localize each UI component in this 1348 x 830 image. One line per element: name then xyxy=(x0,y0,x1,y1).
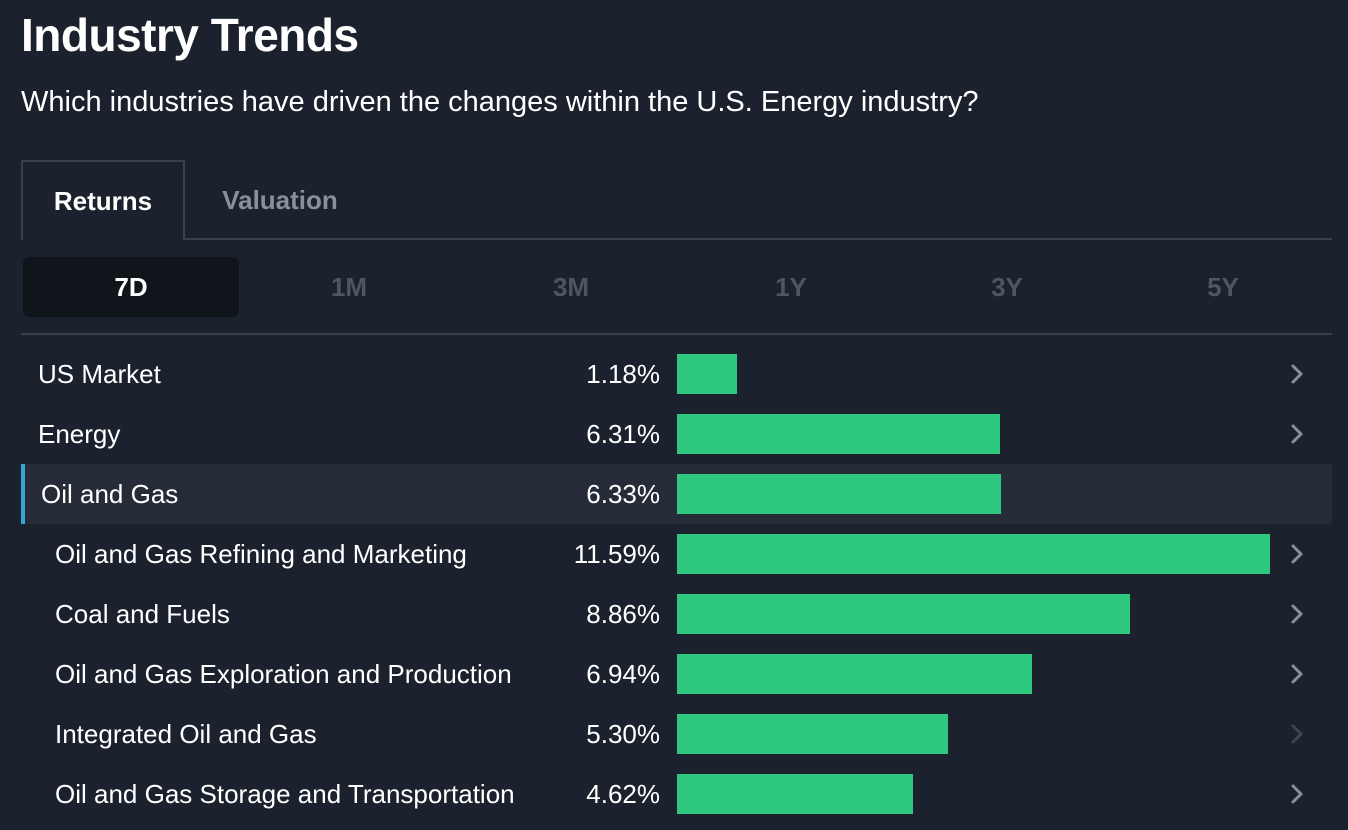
industry-row-label: Oil and Gas Storage and Transportation xyxy=(55,778,515,809)
industry-row-label: Energy xyxy=(38,418,121,449)
chevron-right-icon xyxy=(1287,704,1307,764)
industry-row-return: 4.62% xyxy=(586,778,660,809)
industry-row[interactable]: Energy 6.31% xyxy=(21,404,1332,464)
period-selector: 7D 1M 3M 1Y 3Y 5Y xyxy=(21,255,1332,335)
industry-row-label: Integrated Oil and Gas xyxy=(55,718,317,749)
return-bar xyxy=(677,594,1130,634)
industry-row-return: 11.59% xyxy=(573,538,660,569)
period-1y-button[interactable]: 1Y xyxy=(775,271,807,302)
industry-row[interactable]: Oil and Gas 6.33% xyxy=(21,464,1332,524)
industry-row-return: 1.18% xyxy=(586,358,660,389)
selected-row-indicator xyxy=(21,464,25,524)
tab-returns[interactable]: Returns xyxy=(21,160,185,240)
period-1m-button[interactable]: 1M xyxy=(330,271,368,302)
period-7d-button[interactable]: 7D xyxy=(23,257,239,317)
return-bar xyxy=(677,774,913,814)
period-3y-button[interactable]: 3Y xyxy=(991,271,1023,302)
metric-tabs: Returns Valuation xyxy=(21,160,1332,240)
chevron-right-icon[interactable] xyxy=(1287,524,1307,584)
industry-row[interactable]: Oil and Gas Exploration and Production 6.… xyxy=(21,644,1332,704)
chevron-right-icon[interactable] xyxy=(1287,764,1307,824)
return-bar xyxy=(677,714,948,754)
return-bar xyxy=(677,534,1270,574)
industry-row-return: 6.33% xyxy=(586,478,660,509)
industry-row[interactable]: Coal and Fuels 8.86% xyxy=(21,584,1332,644)
chevron-right-icon[interactable] xyxy=(1287,644,1307,704)
return-bar xyxy=(677,354,737,394)
chevron-right-icon[interactable] xyxy=(1287,404,1307,464)
chevron-right-icon[interactable] xyxy=(1287,344,1307,404)
industry-row[interactable]: Oil and Gas Refining and Marketing 11.59% xyxy=(21,524,1332,584)
industry-row-label: Coal and Fuels xyxy=(55,598,230,629)
tab-valuation[interactable]: Valuation xyxy=(222,184,338,215)
industry-row-return: 5.30% xyxy=(586,718,660,749)
industry-row[interactable]: Oil and Gas Storage and Transportation 4.… xyxy=(21,764,1332,824)
return-bar xyxy=(677,414,1000,454)
industry-row[interactable]: Integrated Oil and Gas 5.30% xyxy=(21,704,1332,764)
page-subtitle: Which industries have driven the changes… xyxy=(21,86,979,118)
period-5y-button[interactable]: 5Y xyxy=(1207,271,1239,302)
return-bar xyxy=(677,654,1032,694)
industry-row-label: Oil and Gas Refining and Marketing xyxy=(55,538,467,569)
industry-row-label: Oil and Gas Exploration and Production xyxy=(55,658,512,689)
page-title: Industry Trends xyxy=(21,9,359,61)
chevron-right-icon[interactable] xyxy=(1287,584,1307,644)
industry-row-return: 8.86% xyxy=(586,598,660,629)
return-bar xyxy=(677,474,1001,514)
industry-row[interactable]: US Market 1.18% xyxy=(21,344,1332,404)
industry-row-return: 6.31% xyxy=(586,418,660,449)
industry-row-label: US Market xyxy=(38,358,161,389)
period-3m-button[interactable]: 3M xyxy=(552,271,590,302)
industry-row-label: Oil and Gas xyxy=(41,478,179,509)
industry-row-return: 6.94% xyxy=(586,658,660,689)
